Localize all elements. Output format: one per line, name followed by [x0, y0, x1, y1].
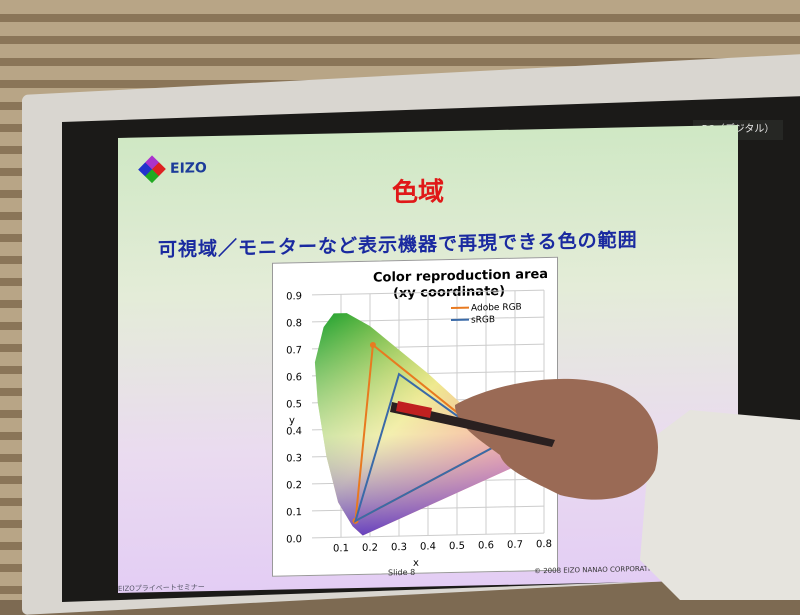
- presentation-slide: EIZO 色域 可視域／モニターなど表示機器で再現できる色の範囲 Color r…: [118, 125, 738, 593]
- y-tick-label: 0.9: [286, 291, 302, 302]
- y-tick-label: 0.6: [286, 372, 302, 383]
- x-tick-label: 0.2: [362, 543, 378, 554]
- slide-title: 色域: [118, 165, 718, 215]
- y-tick-label: 0.8: [286, 318, 302, 329]
- x-tick-label: 0.7: [507, 540, 523, 551]
- legend-adobe-rgb: Adobe RGB: [471, 303, 522, 314]
- y-tick-label: 0.5: [286, 399, 302, 410]
- x-tick-label: 0.3: [391, 542, 407, 553]
- chromaticity-chart: Color reproduction area (xy coordinate) …: [272, 257, 558, 577]
- slide-footer: EIZOプライベートセミナー: [118, 582, 205, 594]
- y-tick-label: 0.7: [286, 345, 302, 356]
- legend: Adobe RGB sRGB: [451, 303, 522, 326]
- y-tick-label: 0.2: [286, 480, 302, 491]
- company-name-partial: 株式会: [643, 546, 673, 562]
- x-tick-label: 0.5: [449, 541, 465, 552]
- y-tick-label: 0.4: [286, 426, 302, 437]
- x-tick-label: 0.1: [333, 543, 349, 554]
- x-tick-label: 0.4: [420, 541, 436, 552]
- logo-text: EIZO: [170, 160, 207, 177]
- slide-number: Slide 8: [388, 568, 415, 578]
- legend-srgb: sRGB: [471, 315, 495, 326]
- chart-title: Color reproduction area: [373, 267, 548, 286]
- chart-svg: Color reproduction area (xy coordinate) …: [273, 258, 557, 576]
- y-tick-label: 0.3: [286, 453, 302, 464]
- copyright: © 2008 EIZO NANAO CORPORATION. All Right…: [534, 563, 735, 575]
- y-tick-label: 0.0: [286, 534, 302, 545]
- y-axis-label: y: [289, 415, 295, 426]
- x-tick-label: 0.8: [536, 539, 552, 550]
- spectral-locus-shade: [315, 309, 525, 536]
- y-tick-label: 0.1: [286, 507, 302, 518]
- slide-subtitle: 可視域／モニターなど表示機器で再現できる色の範囲: [158, 225, 638, 262]
- x-tick-label: 0.6: [478, 540, 494, 551]
